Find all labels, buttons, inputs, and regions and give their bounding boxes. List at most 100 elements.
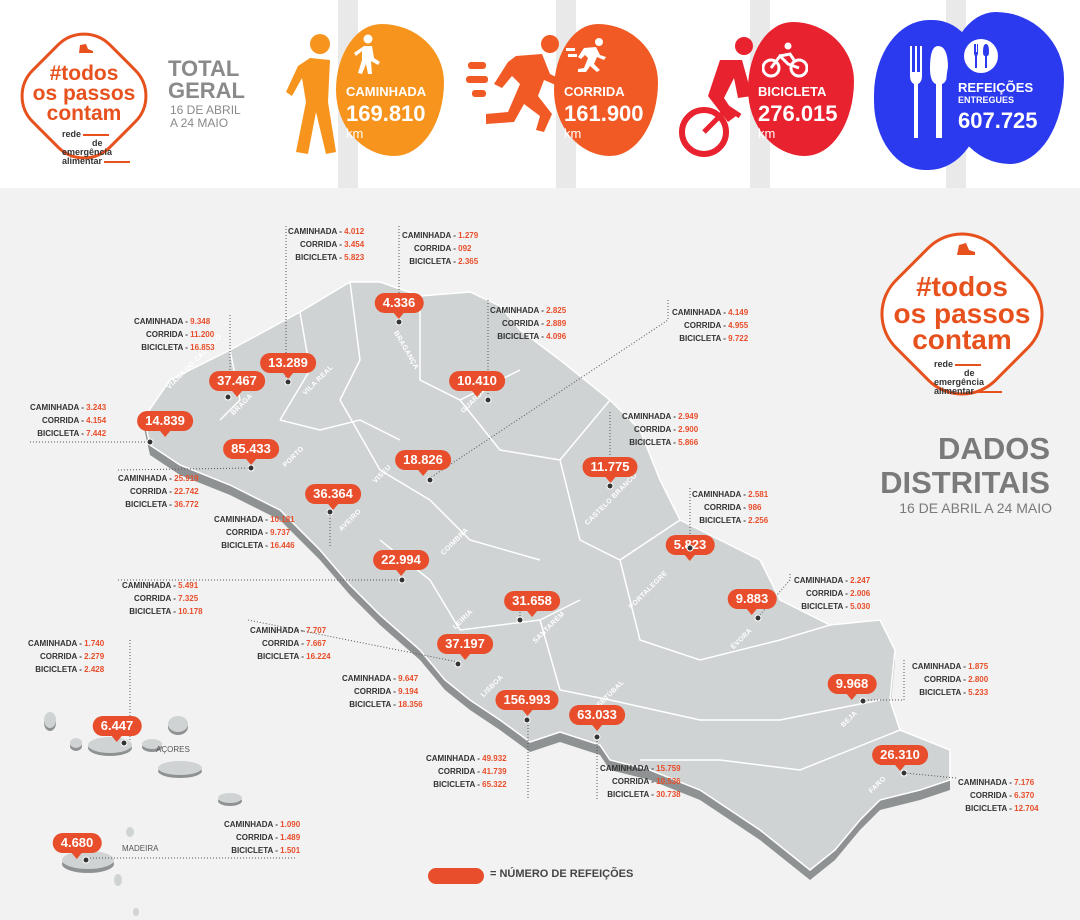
logo-line1: #todos bbox=[49, 62, 119, 85]
stats-box-viseu: CAMINHADA - 4.149 CORRIDA - 4.955 BICICL… bbox=[672, 308, 749, 343]
pin-aveiro: 36.364 bbox=[305, 484, 361, 510]
pin-dot bbox=[326, 508, 334, 516]
stat-run-unit: km bbox=[564, 126, 582, 141]
stats-box-castelo: CAMINHADA - 2.949 CORRIDA - 2.900 BICICL… bbox=[622, 412, 699, 447]
stat-meals-label: REFEIÇÕES bbox=[958, 80, 1034, 95]
stats-box-acores: CAMINHADA - 1.740 CORRIDA - 2.279 BICICL… bbox=[28, 639, 105, 674]
pin-leiria: 37.197 bbox=[437, 634, 493, 660]
stat-bike-label: BICICLETA bbox=[758, 84, 827, 99]
stats-box-guarda: CAMINHADA - 2.825 CORRIDA - 2.889 BICICL… bbox=[490, 306, 567, 341]
pin-dot bbox=[900, 769, 908, 777]
pin-dot bbox=[398, 576, 406, 584]
stat-meals-sublabel: ENTREGUES bbox=[958, 95, 1015, 105]
runner-figure-icon bbox=[466, 34, 562, 141]
pin-dot bbox=[146, 438, 154, 446]
section-title: DADOS DISTRITAIS bbox=[880, 431, 1050, 500]
stat-walk-value: 169.810 bbox=[346, 101, 426, 126]
stats-box-madeira: CAMINHADA - 1.090 CORRIDA - 1.489 BICICL… bbox=[224, 820, 301, 855]
fork-knife-big-icon bbox=[908, 46, 948, 145]
stat-run bbox=[554, 24, 658, 156]
pin-dot bbox=[224, 393, 232, 401]
pin-dot bbox=[454, 660, 462, 668]
pin-dot bbox=[284, 378, 292, 386]
pin-coimbra: 22.994 bbox=[373, 550, 429, 576]
stat-run-label: CORRIDA bbox=[564, 84, 625, 99]
logo-line2: os passos bbox=[32, 81, 136, 105]
logo-network-3: emergência bbox=[62, 147, 113, 157]
pin-braga: 37.467 bbox=[209, 371, 265, 397]
stats-box-faro: CAMINHADA - 7.176 CORRIDA - 6.370 BICICL… bbox=[958, 778, 1039, 813]
pin-dot bbox=[247, 464, 255, 472]
logo2-network-1: rede bbox=[934, 359, 954, 369]
total-period: 16 DE ABRIL A 24 MAIO bbox=[170, 103, 241, 130]
stat-meals bbox=[946, 12, 1064, 164]
walk-icon bbox=[352, 34, 382, 81]
pin-dot bbox=[395, 318, 403, 326]
map-label-acores: AÇORES bbox=[156, 745, 190, 754]
pin-dot bbox=[754, 614, 762, 622]
logo2-network-2: de bbox=[964, 368, 975, 378]
pin-santarem: 31.658 bbox=[504, 591, 560, 617]
stats-box-lisboa: CAMINHADA - 49.932 CORRIDA - 41.739 BICI… bbox=[426, 754, 507, 789]
logo2-line1: #todos bbox=[916, 271, 1008, 302]
fork-knife-icon bbox=[964, 36, 998, 81]
stat-bike-unit: km bbox=[758, 126, 776, 141]
stats-box-aveiro: CAMINHADA - 10.181 CORRIDA - 9.737 BICIC… bbox=[214, 515, 295, 550]
stats-box-coimbra: CAMINHADA - 5.491 CORRIDA - 7.325 BICICL… bbox=[122, 581, 203, 616]
pin-viana: 14.839 bbox=[137, 411, 193, 437]
sneaker-icon bbox=[78, 42, 94, 54]
stats-box-leiria: CAMINHADA - 7.707 CORRIDA - 7.667 BICICL… bbox=[250, 626, 331, 661]
pin-acores: 6.447 bbox=[92, 716, 142, 742]
pin-dot bbox=[593, 733, 601, 741]
stats-box-beja: CAMINHADA - 1.875 CORRIDA - 2.800 BICICL… bbox=[912, 662, 989, 697]
pin-viseu: 18.826 bbox=[395, 450, 451, 476]
bike-icon bbox=[761, 42, 809, 83]
stats-box-braga: CAMINHADA - 3.243 CORRIDA - 4.154 BICICL… bbox=[30, 403, 107, 438]
sneaker-icon bbox=[956, 242, 976, 258]
header: #todos os passos contam rede de emergênc… bbox=[0, 0, 1080, 188]
pin-vilareal: 13.289 bbox=[260, 353, 316, 379]
pin-castelo: 11.775 bbox=[582, 457, 638, 483]
pin-dot bbox=[523, 716, 531, 724]
pin-setubal: 63.033 bbox=[569, 705, 625, 731]
stat-walk-unit: km bbox=[346, 126, 364, 141]
stat-bike-value: 276.015 bbox=[758, 101, 838, 126]
stats-box-vilareal: CAMINHADA - 9.348 CORRIDA - 11.200 BICIC… bbox=[134, 317, 215, 352]
pin-dot bbox=[606, 482, 614, 490]
stats-box-evora: CAMINHADA - 2.247 CORRIDA - 2.006 BICICL… bbox=[794, 576, 871, 611]
stats-box-setubal: CAMINHADA - 15.759 CORRIDA - 10.536 BICI… bbox=[600, 764, 681, 799]
pin-dot bbox=[686, 544, 694, 552]
pin-madeira: 4.680 bbox=[52, 833, 102, 859]
logo2-network-4: alimentar bbox=[934, 386, 975, 396]
map-label-madeira: MADEIRA bbox=[122, 844, 159, 853]
stats-box-lisboa-2: CAMINHADA - 9.647 CORRIDA - 9.194 BICICL… bbox=[342, 674, 423, 709]
stat-run-value: 161.900 bbox=[564, 101, 644, 126]
stats-box-porto: CAMINHADA - 25.919 CORRIDA - 22.742 BICI… bbox=[118, 474, 199, 509]
stats-box-braganca-2: CAMINHADA - 1.279 CORRIDA - 092 BICICLET… bbox=[402, 231, 479, 266]
pin-evora: 9.883 bbox=[727, 589, 777, 615]
logo-network-2: de bbox=[92, 138, 103, 148]
stat-bike bbox=[748, 22, 854, 156]
stats-box-portalegre: CAMINHADA - 2.581 CORRIDA - 986 BICICLET… bbox=[692, 490, 769, 525]
pin-lisboa: 156.993 bbox=[495, 690, 559, 716]
stats-box-braganca: CAMINHADA - 4.012 CORRIDA - 3.454 BICICL… bbox=[288, 227, 365, 262]
pin-faro: 26.310 bbox=[872, 745, 928, 771]
pin-braganca: 4.336 bbox=[374, 293, 424, 319]
walker-figure-icon bbox=[284, 32, 344, 167]
logo-network-4: alimentar bbox=[62, 156, 103, 166]
logo-secondary: #todos os passos contam rede de emergênc… bbox=[860, 212, 1064, 416]
stat-walk-label: CAMINHADA bbox=[346, 84, 427, 99]
legend-text: = NÚMERO DE REFEIÇÕES bbox=[490, 868, 634, 880]
pin-dot bbox=[516, 616, 524, 624]
run-icon bbox=[566, 38, 608, 77]
logo: #todos os passos contam rede de emergênc… bbox=[4, 16, 164, 176]
stat-meals-value: 607.725 bbox=[958, 108, 1038, 133]
logo2-network-3: emergência bbox=[934, 377, 985, 387]
section-period: 16 DE ABRIL A 24 MAIO bbox=[899, 500, 1052, 516]
pin-guarda: 10.410 bbox=[449, 371, 505, 397]
pin-dot bbox=[120, 739, 128, 747]
pin-dot bbox=[426, 476, 434, 484]
pin-dot bbox=[484, 396, 492, 404]
stat-walk bbox=[336, 24, 444, 156]
logo-line3: contam bbox=[46, 101, 122, 125]
